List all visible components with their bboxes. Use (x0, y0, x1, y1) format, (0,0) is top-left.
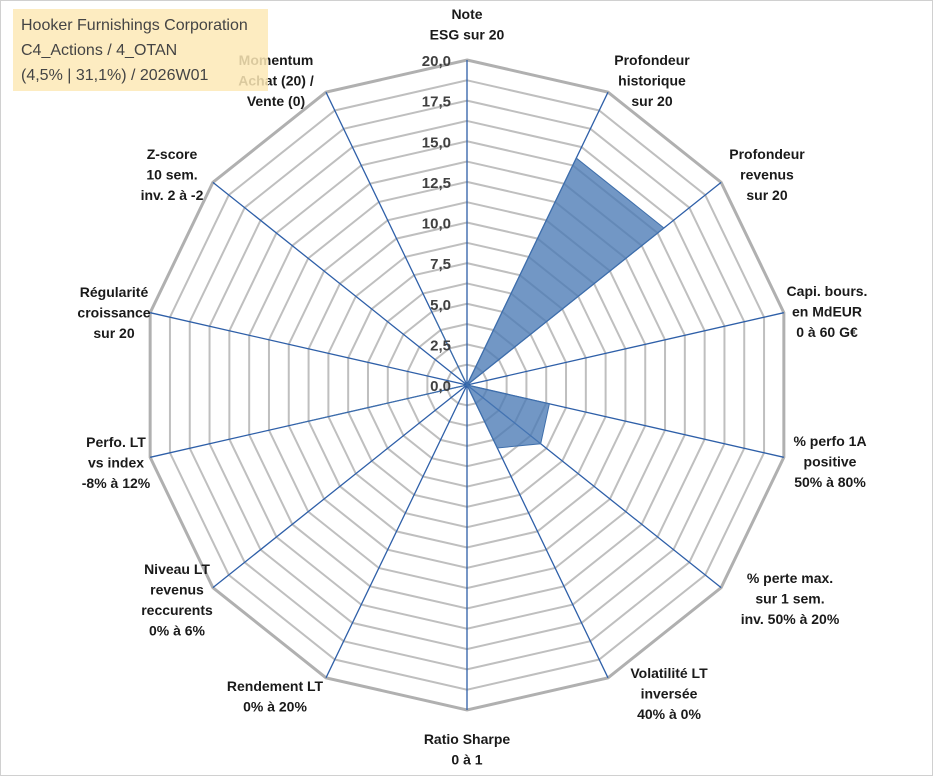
axis-label-line: % perte max. (747, 570, 833, 586)
axis-spoke (150, 312, 468, 386)
axis-spoke (212, 181, 468, 386)
axis-spoke (325, 384, 468, 679)
axis-label: Ratio Sharpe 0 à 1 (424, 731, 511, 768)
axis-label-line: reccurents (141, 602, 213, 618)
axis-spoke (212, 384, 468, 589)
axis-label-line: 0 à 60 G€ (796, 324, 858, 340)
axis-label-line: Vente (0) (247, 93, 305, 109)
title-stats: (4,5% | 31,1%) / 2026W01 (21, 67, 209, 84)
axis-label-line: Capi. bours. (787, 283, 868, 299)
axis-label-line: 10 sem. (146, 167, 197, 183)
axis-label-line: % perfo 1A (793, 433, 866, 449)
tick-label: 5,0 (430, 297, 451, 314)
axis-label-line: 50% à 80% (794, 474, 866, 490)
axis-label-line: Volatilité LT (630, 665, 708, 681)
title-box: Hooker Furnishings Corporation C4_Action… (13, 9, 268, 91)
axis-label-line: Perfo. LT (86, 434, 146, 450)
tick-label: 0,0 (430, 378, 451, 395)
tick-label: 2,5 (430, 337, 451, 354)
axis-label: Profondeur historique sur 20 (614, 52, 690, 109)
axis-label-line: revenus (150, 582, 204, 598)
axis-label: % perte max. sur 1 sem. inv. 50% à 20% (741, 570, 840, 627)
tick-label: 17,5 (422, 94, 451, 111)
axis-label-line: 0 à 1 (451, 752, 482, 768)
axis-label: Profondeur revenus sur 20 (729, 146, 805, 203)
tick-label: 15,0 (422, 134, 451, 151)
axis-label-line: Profondeur (614, 52, 690, 68)
axis-labels: Note ESG sur 20 Profondeur historique sur 20… (77, 6, 867, 768)
series-area (295, 157, 665, 449)
axis-label-line: Niveau LT (144, 561, 210, 577)
radar-series (295, 157, 665, 449)
axis-label-line: Profondeur (729, 146, 805, 162)
axis-label-line: 0% à 6% (149, 623, 206, 639)
axis-label-line: inv. 2 à -2 (141, 187, 204, 203)
tick-label: 7,5 (430, 256, 451, 273)
axis-label-line: sur 20 (746, 187, 787, 203)
axis-label-line: sur 1 sem. (755, 591, 824, 607)
axis-spoke (466, 312, 784, 386)
title-portfolio: C4_Actions / 4_OTAN (21, 42, 178, 59)
axis-label-line: Rendement LT (227, 678, 324, 694)
axis-label-line: ESG sur 20 (430, 27, 505, 43)
axis-label: Rendement LT 0% à 20% (227, 678, 324, 715)
axis-label-line: 0% à 20% (243, 699, 307, 715)
axis-label-line: sur 20 (93, 325, 134, 341)
axis-label-line: 40% à 0% (637, 706, 701, 722)
axis-label-line: revenus (740, 167, 794, 183)
axis-label: Régularité croissance sur 20 (77, 284, 150, 341)
axis-label-line: sur 20 (631, 93, 672, 109)
tick-label: 12,5 (422, 175, 451, 192)
axis-label: Note ESG sur 20 (430, 6, 505, 43)
axis-label: Capi. bours. en MdEUR 0 à 60 G€ (787, 283, 868, 340)
axis-label: Niveau LT revenus reccurents 0% à 6% (141, 561, 213, 639)
axis-label-line: historique (618, 73, 686, 89)
axis-label-line: -8% à 12% (82, 475, 151, 491)
axis-label-line: en MdEUR (792, 304, 862, 320)
tick-label: 20,0 (422, 53, 451, 70)
title-company: Hooker Furnishings Corporation (21, 17, 248, 34)
axis-label-line: Z-score (147, 146, 198, 162)
axis-label-line: inv. 50% à 20% (741, 611, 840, 627)
radial-tick-labels: 0,0 2,5 5,0 7,5 10,0 12,5 15,0 17,5 20,0 (422, 53, 451, 395)
axis-label: Z-score 10 sem. inv. 2 à -2 (141, 146, 204, 203)
axis-label: % perfo 1A positive 50% à 80% (793, 433, 866, 490)
axis-label-line: Note (451, 6, 482, 22)
axis-label-line: vs index (88, 455, 144, 471)
axis-label-line: Ratio Sharpe (424, 731, 511, 747)
axis-label-line: inversée (641, 686, 698, 702)
axis-label-line: croissance (77, 305, 150, 321)
axis-label: Volatilité LT inversée 40% à 0% (630, 665, 708, 722)
axis-label-line: positive (804, 454, 857, 470)
axis-label-line: Régularité (80, 284, 149, 300)
axis-label: Perfo. LT vs index -8% à 12% (82, 434, 151, 491)
tick-label: 10,0 (422, 216, 451, 233)
